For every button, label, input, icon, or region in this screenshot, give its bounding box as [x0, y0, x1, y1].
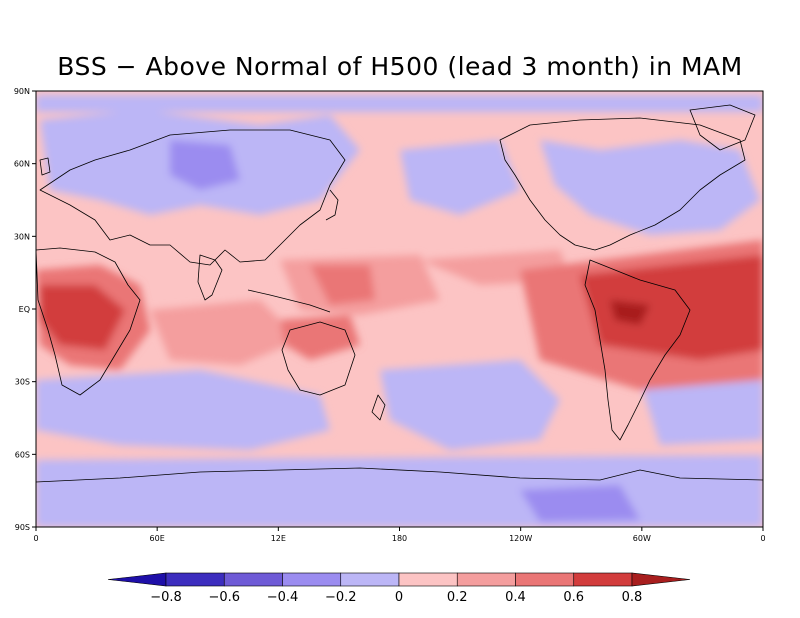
lat-tick-label: 90S	[15, 523, 30, 532]
negative-region-arctic-band	[36, 95, 763, 112]
colorbar-swatch	[573, 572, 633, 587]
lon-tick-label: 12E	[271, 534, 286, 543]
coastline-eurasia	[39, 129, 346, 266]
positive-region-amazon-peak	[610, 300, 650, 325]
lon-tick-label: 60E	[150, 534, 165, 543]
colorbar-swatch-max	[631, 572, 691, 587]
colorbar: −0.8 −0.6 −0.4 −0.2 0 0.2 0.4 0.6 0.8	[107, 572, 691, 605]
colorbar-swatch	[282, 572, 342, 587]
negative-region-siberia-core	[170, 140, 240, 190]
lon-tick-label: 0	[760, 534, 765, 543]
coastline-south-america	[584, 259, 691, 441]
colorbar-label: 0.8	[622, 590, 643, 605]
colorbar-swatch	[340, 572, 400, 587]
positive-region-australia	[280, 315, 360, 360]
negative-region-antarctic-core	[520, 485, 640, 522]
negative-region-north-america	[540, 140, 760, 235]
positive-region-africa-core	[40, 285, 125, 350]
colorbar-swatch	[165, 572, 225, 587]
lat-tick-label: 60S	[15, 450, 30, 459]
colorbar-label: −0.2	[325, 590, 357, 605]
negative-region-southern-ocean	[36, 455, 763, 527]
coastline-india	[197, 254, 223, 301]
colorbar-swatch	[456, 572, 516, 587]
colorbar-label: −0.8	[150, 590, 182, 605]
positive-region-indian-ocean	[150, 300, 300, 365]
coastline-japan	[325, 189, 339, 221]
map-title: BSS − Above Normal of H500 (lead 3 month…	[57, 52, 743, 81]
lat-tick-label: EQ	[19, 305, 30, 314]
lat-tick-label: 30N	[14, 232, 30, 241]
colorbar-label: 0	[395, 590, 403, 605]
positive-region-amazon-core	[580, 255, 763, 360]
coastline-indonesia	[247, 289, 331, 313]
colorbar-label: −0.6	[208, 590, 240, 605]
negative-region-south-indian	[36, 370, 330, 450]
coastline-new-zealand	[371, 394, 386, 421]
colorbar-label: 0.4	[505, 590, 526, 605]
colorbar-swatch-min	[107, 572, 167, 587]
colorbar-swatch	[398, 572, 458, 587]
lon-tick-label: 0	[33, 534, 38, 543]
lon-tick-label: 120W	[509, 534, 532, 543]
lat-tick-label: 90N	[14, 87, 30, 96]
lon-tick-label: 60W	[633, 534, 651, 543]
coastline-greenland	[689, 104, 756, 151]
coastline-antarctica	[36, 467, 763, 483]
coastlines	[36, 104, 763, 483]
lat-tick-label: 30S	[15, 378, 30, 387]
positive-region-tropical-pacific-core	[310, 265, 375, 305]
skill-score-field	[36, 91, 763, 527]
coastline-north-america	[499, 117, 746, 251]
map-axes: 0 60E 12E 180 120W 60W 0 90N 60N 30N EQ 30S 60S 90S	[14, 87, 766, 543]
coastline-australia	[281, 321, 356, 396]
coastline-uk	[39, 157, 51, 176]
lon-tick-label: 180	[392, 534, 407, 543]
colorbar-swatch	[223, 572, 283, 587]
colorbar-label: 0.2	[447, 590, 468, 605]
lat-tick-label: 60N	[14, 160, 30, 169]
coastline-africa	[36, 247, 141, 396]
negative-region-north-pacific	[400, 140, 520, 215]
negative-region-south-atlantic	[640, 375, 763, 445]
negative-region-south-pacific	[380, 360, 560, 450]
colorbar-swatch	[515, 572, 575, 587]
colorbar-label: −0.4	[267, 590, 299, 605]
colorbar-label: 0.6	[563, 590, 584, 605]
